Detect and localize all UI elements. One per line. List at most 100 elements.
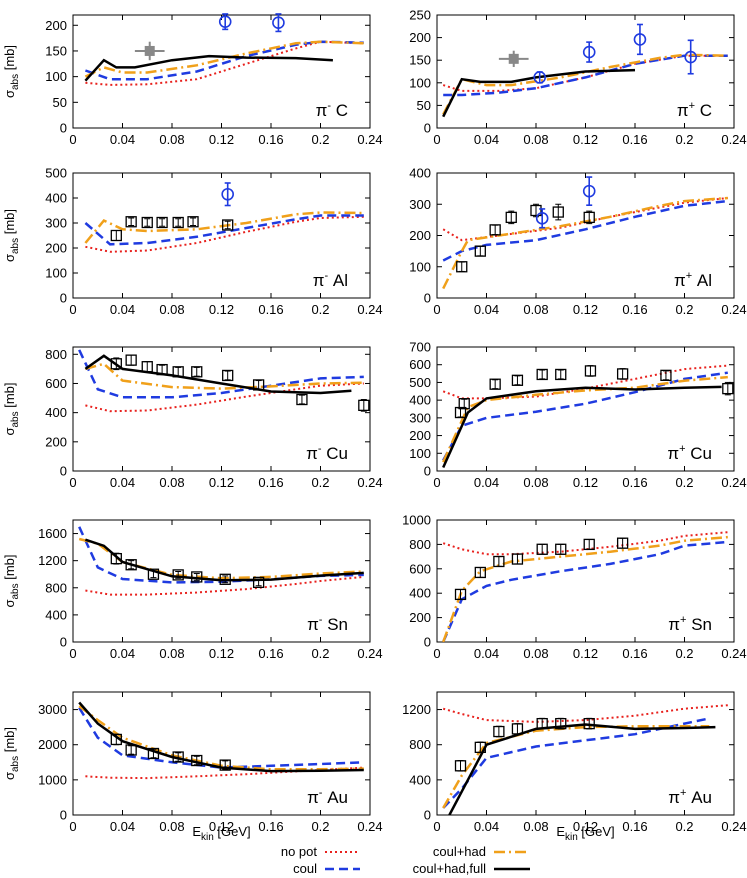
exp-point-square [125,744,137,756]
exp-point-square [125,354,137,366]
y-tick-label: 100 [45,69,67,84]
panel-c-plus: 0 0.04 0.08 0.12 0.16 0.2 0.24 0 50 100 150 200 250 π… [409,8,746,148]
legend-item-full: coul+had,full [413,861,530,876]
y-tick-label: 0 [424,291,431,306]
y-tick-label: 200 [45,434,67,449]
panel-label: π- Cu [306,443,348,463]
exp-point-square [493,555,505,568]
exp-point-square [222,369,234,382]
x-tick-label: 0.2 [311,302,329,317]
exp-point-circle [221,182,234,207]
exp-point-square [530,203,542,218]
curve-coul [442,371,728,461]
x-tick-label: 0.08 [523,475,548,490]
exp-point-square [555,543,567,555]
y-tick-label: 0 [60,291,67,306]
y-tick-label: 400 [409,393,431,408]
x-tick-label: 0.12 [209,132,234,147]
curve-full [442,68,636,118]
curve-nopot [85,215,364,253]
exp-point-square [219,759,231,771]
x-tick-label: 0.16 [258,819,283,834]
x-tick-label: 0.04 [110,302,135,317]
y-tick-label: 800 [409,737,431,752]
x-tick-label: 0.24 [357,132,382,147]
y-tick-label: 1200 [402,702,431,717]
x-tick-label: 0.2 [311,475,329,490]
x-tick-label: 0 [433,302,440,317]
y-tick-label: 400 [45,191,67,206]
x-tick-label: 0.24 [721,302,746,317]
exp-point-square [156,363,168,376]
y-tick-label: 1000 [38,772,67,787]
curve-had [78,537,364,580]
y-tick-label: 600 [409,561,431,576]
exp-point-square [191,571,203,583]
x-tick-label: 0.08 [523,819,548,834]
y-tick-label: 200 [45,18,67,33]
exp-point-square [583,717,595,730]
y-axis-label: σabs [mb] [2,554,21,607]
exp-point-square [454,588,467,601]
y-tick-label: 800 [409,537,431,552]
x-tick-label: 0.04 [474,475,499,490]
exp-point-square [489,378,501,390]
exp-point-square [147,747,160,760]
exp-point-gray [498,50,529,67]
y-tick-label: 800 [45,580,67,595]
exp-point-square [536,717,548,730]
curve-had [85,362,364,390]
x-tick-label: 0.16 [258,132,283,147]
y-tick-label: 200 [45,241,67,256]
panel-sn-minus: 0 0.04 0.08 0.12 0.16 0.2 0.24 0 400 800 1200 1600 π… [2,519,383,661]
y-tick-label: 300 [409,197,431,212]
panel-al-minus: 0 0.04 0.08 0.12 0.16 0.2 0.24 0 100 200 300 400 500… [2,166,383,318]
exp-point-circle [533,71,547,84]
panel-label: π+ Al [674,270,712,290]
x-tick-label: 0.24 [357,819,382,834]
exp-point-square [458,398,470,410]
exp-point-square [511,553,524,565]
x-tick-label: 0.2 [675,819,693,834]
legend-item-coul: coul [293,861,360,876]
exp-point-square [222,219,234,231]
exp-point-square [141,216,153,229]
panel-label: π- C [316,100,348,120]
x-tick-label: 0.12 [209,819,234,834]
y-tick-label: 100 [45,266,67,281]
y-tick-label: 3000 [38,702,67,717]
y-tick-label: 0 [60,464,67,479]
y-tick-label: 50 [53,95,67,110]
exp-point-square [125,559,137,571]
y-tick-label: 400 [409,166,431,181]
curve-coul [84,214,364,246]
y-tick-label: 600 [409,357,431,372]
exp-point-circle [218,13,232,31]
exp-point-square [141,361,153,373]
exp-point-square [489,224,501,236]
curve-coul [84,40,364,81]
exp-point-circle [582,41,596,63]
exp-point-square [555,368,567,381]
y-tick-label: 200 [409,228,431,243]
x-tick-label: 0.12 [209,475,234,490]
exp-point-square [110,552,122,565]
exp-point-square [555,717,567,730]
x-tick-label: 0.24 [357,302,382,317]
x-tick-label: 0.04 [110,819,135,834]
y-tick-label: 0 [60,121,67,136]
exp-point-square [191,366,203,378]
x-tick-label: 0 [433,132,440,147]
exp-point-circle [535,208,549,229]
x-tick-label: 0.12 [573,646,598,661]
y-tick-label: 400 [45,405,67,420]
exp-point-square [511,723,524,735]
y-tick-label: 0 [424,635,431,650]
exp-point-square [616,368,629,380]
x-tick-label: 0.12 [209,646,234,661]
x-tick-label: 0.2 [311,132,329,147]
y-tick-label: 0 [424,464,431,479]
panel-cu-plus: 0 0.04 0.08 0.12 0.16 0.2 0.240100200300400500… [409,340,746,491]
curve-had [84,40,364,78]
